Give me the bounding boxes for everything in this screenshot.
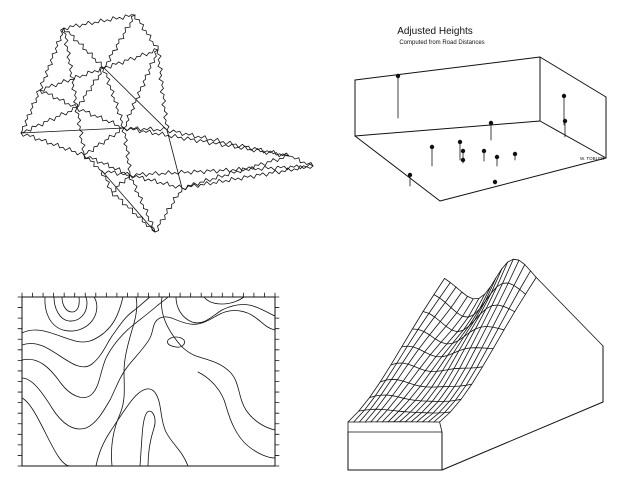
height-point bbox=[494, 154, 500, 160]
height-point bbox=[407, 172, 413, 178]
mesh-line bbox=[427, 264, 526, 423]
height-stems bbox=[395, 73, 568, 187]
contour-map bbox=[17, 292, 280, 467]
network-edge bbox=[102, 67, 125, 129]
network-edge bbox=[100, 170, 113, 193]
network-edge bbox=[83, 154, 131, 176]
mesh-line bbox=[433, 270, 531, 423]
network-edge bbox=[129, 163, 314, 178]
network-edge bbox=[121, 127, 132, 176]
network-edge bbox=[123, 127, 290, 158]
network-edge bbox=[128, 174, 156, 233]
adjusted-heights-plot: Adjusted Heights Computed from Road Dist… bbox=[354, 26, 607, 202]
heights-subtitle: Computed from Road Distances bbox=[399, 40, 484, 46]
height-point bbox=[561, 93, 567, 99]
heights-box bbox=[354, 56, 607, 202]
mesh-line bbox=[353, 282, 451, 423]
network-edge bbox=[166, 129, 290, 157]
mesh-line bbox=[364, 291, 463, 423]
triangulation-network bbox=[20, 14, 314, 233]
block-base bbox=[347, 345, 604, 471]
mesh-line bbox=[444, 258, 537, 300]
network-edge bbox=[83, 127, 125, 156]
heights-credit: W. TOBLER bbox=[580, 156, 605, 161]
network-edge bbox=[101, 170, 131, 176]
network-edge bbox=[181, 154, 290, 190]
mesh-line bbox=[399, 277, 497, 423]
mesh-line bbox=[393, 286, 491, 423]
mesh-line bbox=[416, 258, 514, 423]
block-diagram-3d bbox=[347, 258, 604, 471]
height-point bbox=[488, 120, 494, 126]
mesh-surface bbox=[347, 258, 604, 433]
mesh-edge bbox=[439, 421, 443, 433]
mesh-line bbox=[404, 268, 503, 423]
network-edge bbox=[156, 49, 170, 131]
network-edge bbox=[111, 191, 156, 233]
network-edge bbox=[39, 89, 78, 109]
network-edge bbox=[20, 132, 85, 156]
mesh-line bbox=[347, 278, 445, 423]
mesh-line bbox=[439, 277, 537, 423]
network-edge bbox=[129, 174, 183, 189]
contour-lines bbox=[21, 296, 276, 467]
height-point bbox=[395, 73, 401, 79]
height-point bbox=[562, 118, 568, 124]
height-point bbox=[512, 151, 518, 157]
network-edge bbox=[63, 27, 105, 69]
network-edge bbox=[63, 14, 136, 31]
mesh-line bbox=[422, 259, 520, 423]
network-edge bbox=[111, 174, 131, 193]
heights-title: Adjusted Heights bbox=[397, 26, 473, 37]
contour-ticks bbox=[17, 292, 280, 467]
network-edge bbox=[74, 107, 86, 156]
mesh-line bbox=[387, 293, 486, 423]
network-edge bbox=[39, 66, 105, 92]
network-edge bbox=[103, 14, 136, 69]
network-edge bbox=[123, 126, 168, 132]
mesh-line bbox=[381, 298, 480, 423]
network-edge bbox=[123, 49, 159, 129]
mesh-line bbox=[376, 298, 474, 423]
height-point bbox=[457, 139, 463, 145]
mesh-line bbox=[410, 261, 508, 423]
mesh-line bbox=[422, 304, 516, 333]
network-edge bbox=[20, 127, 125, 134]
network-edge bbox=[134, 14, 159, 51]
network-edge bbox=[20, 106, 78, 134]
height-point bbox=[460, 157, 466, 163]
mesh-line bbox=[359, 286, 457, 423]
network-edge bbox=[76, 107, 125, 129]
network-edge bbox=[61, 27, 79, 109]
height-point bbox=[460, 148, 466, 154]
network-edge bbox=[76, 67, 105, 109]
height-point bbox=[481, 148, 487, 154]
mesh-line bbox=[370, 296, 468, 423]
network-edge bbox=[39, 27, 65, 91]
height-point bbox=[429, 144, 435, 150]
network-edge bbox=[288, 155, 314, 167]
network-edge bbox=[181, 165, 314, 191]
network-edge bbox=[103, 67, 168, 131]
network-edge bbox=[154, 187, 183, 233]
network-edge bbox=[20, 89, 41, 134]
network-edge bbox=[103, 48, 159, 69]
mesh-edge bbox=[535, 277, 604, 347]
network-edge bbox=[101, 170, 156, 233]
height-point bbox=[492, 179, 498, 185]
network-edge bbox=[166, 129, 183, 189]
